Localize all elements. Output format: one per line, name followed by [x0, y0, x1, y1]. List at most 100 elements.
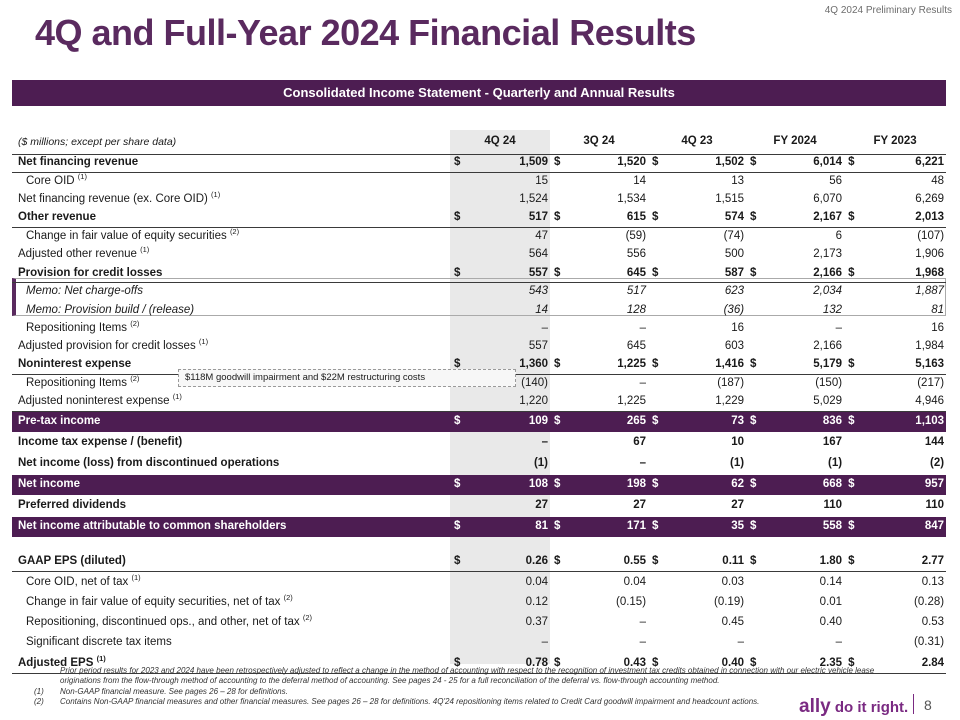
column-header: 4Q 23	[648, 130, 747, 155]
value-cell: 0.26	[470, 551, 551, 573]
row-fv-equity: Change in fair value of equity securitie…	[12, 228, 946, 246]
currency-symbol	[648, 172, 668, 190]
row-memo-nco: Memo: Net charge-offs 543 517 623 2,034 1,887	[12, 283, 946, 301]
currency-symbol	[550, 453, 570, 475]
value-cell: 109	[470, 411, 551, 432]
row-memo-build: Memo: Provision build / (release) 14 128 (3…	[12, 301, 946, 319]
page-title: 4Q and Full-Year 2024 Financial Results	[35, 12, 696, 53]
value-cell: (140)	[521, 377, 549, 390]
currency-symbol	[746, 432, 766, 454]
value-cell: 16	[931, 321, 945, 334]
currency-symbol: $	[844, 551, 865, 573]
currency-symbol	[844, 633, 864, 653]
footnote-2-marker: (2)	[34, 697, 44, 706]
currency-symbol: $	[746, 474, 767, 496]
row-adj-nonint-exp: Adjusted noninterest expense (1) 1,220 1,2…	[12, 393, 947, 412]
value-cell: 1,509	[470, 154, 551, 173]
row-label: Adjusted noninterest expense (1)	[12, 393, 450, 412]
column-header: 4Q 24	[450, 130, 551, 155]
value-cell: 0.43	[570, 653, 649, 675]
value-cell: 35	[668, 516, 747, 538]
value-cell: 623	[724, 285, 745, 298]
value-cell: (107)	[917, 230, 945, 243]
value-cell: 13	[731, 175, 745, 188]
currency-symbol	[450, 172, 470, 190]
row-net-income: Net income $108 $198 $62 $668 $957	[12, 474, 947, 496]
value-cell: 587	[668, 264, 747, 284]
row-net-financing-revenue: Net financing revenue $1,509 $1,520 $1,502 $…	[12, 154, 947, 173]
value-cell: 6,269	[915, 193, 945, 206]
currency-symbol: $	[550, 356, 571, 376]
value-cell: 517	[470, 209, 551, 229]
value-cell: 27	[731, 499, 745, 512]
value-cell: 73	[668, 411, 747, 432]
currency-symbol: $	[550, 209, 571, 229]
currency-symbol: $	[844, 653, 865, 675]
row-label: Core OID, net of tax (1)	[26, 572, 141, 588]
row-other-revenue: Other revenue $517 $615 $574 $2,167 $2,013	[12, 209, 947, 229]
currency-symbol: $	[844, 411, 865, 432]
value-cell: (0.28)	[914, 595, 945, 608]
value-cell: (0.15)	[615, 595, 647, 608]
currency-symbol	[450, 613, 470, 633]
currency-symbol: $	[450, 516, 470, 538]
value-cell: 558	[766, 516, 845, 538]
column-header: FY 2024	[746, 130, 845, 155]
value-cell: 27	[633, 499, 647, 512]
row-label: Repositioning Items (2)	[26, 319, 140, 334]
currency-symbol: $	[550, 154, 571, 173]
value-cell: 2,167	[766, 209, 845, 229]
value-cell: 645	[570, 264, 649, 284]
value-cell: 1,416	[668, 356, 747, 376]
currency-symbol	[550, 375, 570, 393]
currency-symbol	[450, 633, 470, 653]
currency-symbol	[450, 495, 470, 517]
value-cell: (59)	[625, 230, 647, 243]
value-cell: 0.01	[819, 595, 843, 608]
value-cell: 957	[864, 474, 947, 496]
value-cell: (0.19)	[714, 595, 745, 608]
row-label: Significant discrete tax items	[26, 636, 172, 649]
currency-symbol	[844, 572, 864, 592]
row-label: Income tax expense / (benefit)	[18, 435, 183, 448]
currency-symbol	[550, 172, 570, 190]
goodwill-callout: $118M goodwill impairment and $22M restr…	[178, 369, 516, 387]
currency-symbol	[450, 320, 470, 338]
currency-symbol	[450, 592, 470, 612]
currency-symbol	[648, 301, 668, 319]
value-cell: 0.12	[525, 595, 549, 608]
currency-symbol: $	[844, 516, 865, 538]
currency-symbol	[648, 393, 669, 412]
value-cell: –	[541, 435, 549, 448]
row-label: Core OID (1)	[26, 172, 87, 188]
income-statement-table: ($ millions; except per share data) 4Q 24…	[12, 130, 947, 675]
value-cell: 574	[668, 209, 747, 229]
row-adj-other-revenue: Adjusted other revenue (1) 564 556 500 2,173…	[12, 246, 946, 264]
column-header: FY 2023	[844, 130, 947, 155]
currency-symbol	[550, 320, 570, 338]
currency-symbol	[844, 613, 864, 633]
currency-symbol: $	[450, 653, 470, 675]
currency-symbol	[648, 592, 668, 612]
currency-symbol	[450, 453, 470, 475]
footnote-ref: (1)	[77, 172, 87, 182]
value-cell: 1,984	[915, 340, 945, 353]
footnote-ref: (1)	[131, 572, 141, 582]
currency-symbol	[844, 246, 864, 264]
value-cell: 1,968	[864, 264, 947, 284]
value-cell: 847	[864, 516, 947, 538]
currency-symbol: $	[550, 474, 571, 496]
currency-symbol	[746, 301, 766, 319]
currency-symbol	[450, 393, 470, 412]
value-cell: 564	[528, 248, 549, 261]
currency-symbol	[746, 191, 766, 209]
value-cell: –	[639, 616, 647, 629]
currency-symbol: $	[450, 474, 470, 496]
currency-symbol: $	[550, 551, 571, 573]
footnote-ref: (2)	[130, 374, 140, 384]
currency-symbol: $	[450, 154, 470, 173]
value-cell: 615	[570, 209, 649, 229]
currency-symbol	[648, 613, 668, 633]
row-label: Memo: Net charge-offs	[26, 285, 143, 298]
value-cell: 0.37	[525, 616, 549, 629]
